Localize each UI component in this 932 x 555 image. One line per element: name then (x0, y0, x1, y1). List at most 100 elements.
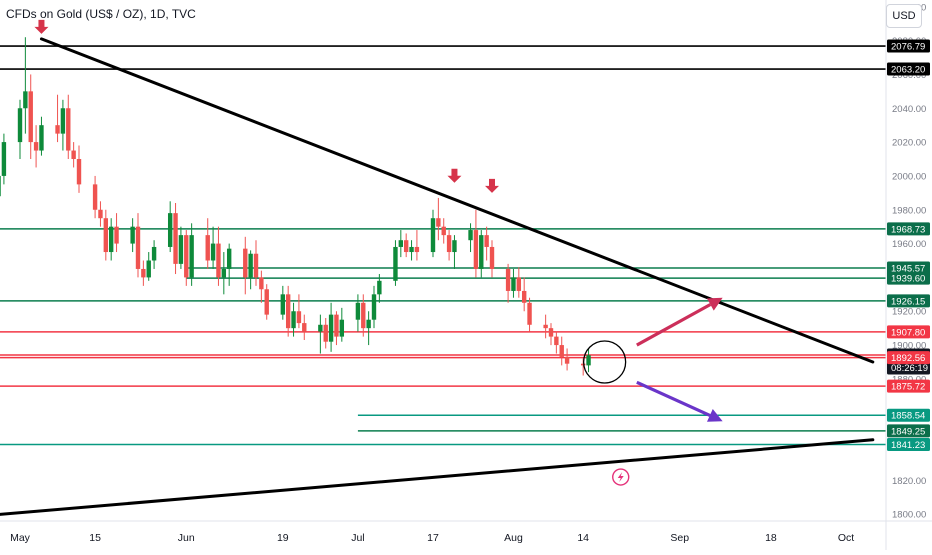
candle-body[interactable] (296, 311, 302, 324)
candle-body[interactable] (543, 324, 548, 329)
candle-body[interactable] (259, 277, 264, 290)
candle-body[interactable] (334, 314, 339, 337)
candle-body[interactable] (554, 336, 559, 346)
candle-body[interactable] (403, 240, 409, 253)
candle-body[interactable] (371, 294, 377, 320)
candle-body[interactable] (28, 91, 33, 143)
candle-body[interactable] (76, 159, 82, 185)
candle-body[interactable] (564, 356, 570, 364)
candle-body[interactable] (146, 260, 151, 278)
candle-body[interactable] (527, 302, 532, 325)
candle-body[interactable] (178, 235, 184, 264)
down-arrow-icon[interactable] (34, 19, 49, 34)
candle-body[interactable] (339, 319, 345, 337)
x-tick-label: Oct (838, 532, 854, 544)
highlight-circle[interactable] (582, 340, 627, 384)
candle-body[interactable] (33, 142, 39, 151)
candle-body[interactable] (409, 246, 414, 253)
candle-body[interactable] (60, 108, 66, 134)
currency-button[interactable]: USD (886, 4, 922, 28)
candle-body[interactable] (548, 328, 554, 337)
candle-body[interactable] (248, 253, 253, 278)
candle-body[interactable] (398, 240, 404, 247)
x-tick-label: May (10, 532, 31, 544)
candle-body[interactable] (479, 235, 484, 269)
candle-body[interactable] (114, 226, 119, 244)
candle-body[interactable] (189, 235, 194, 278)
candle-body[interactable] (243, 248, 248, 278)
price-label-box (887, 325, 930, 339)
candle-body[interactable] (141, 268, 146, 278)
candle-body[interactable] (452, 240, 457, 253)
price-label: 1875.72 (891, 382, 925, 393)
arrow-up-right-icon[interactable] (706, 297, 723, 311)
candle-body[interactable] (355, 302, 361, 320)
candle-body[interactable] (108, 226, 114, 253)
ascending-trendline[interactable] (0, 438, 875, 516)
y-tick-label: 1980.00 (892, 205, 926, 216)
candle-body[interactable] (135, 226, 141, 269)
candle-body[interactable] (17, 108, 23, 143)
candle-body[interactable] (130, 226, 135, 244)
candle-body[interactable] (302, 323, 307, 332)
candle-body[interactable] (210, 243, 216, 261)
candle-body[interactable] (205, 235, 210, 261)
candle-body[interactable] (441, 226, 446, 236)
candle-body[interactable] (511, 277, 516, 291)
candle-body[interactable] (366, 319, 371, 329)
candle-body[interactable] (184, 235, 189, 278)
candle-body[interactable] (436, 218, 441, 227)
candle-body[interactable] (66, 108, 71, 151)
down-arrow-icon[interactable] (447, 168, 462, 183)
candle-body[interactable] (468, 230, 473, 241)
candle-body[interactable] (521, 290, 527, 303)
candle-body[interactable] (430, 218, 436, 253)
arrow-down-right-icon[interactable] (706, 409, 723, 422)
candle-body[interactable] (377, 280, 382, 295)
candle-body[interactable] (23, 91, 28, 109)
candle-body[interactable] (285, 294, 291, 329)
candle-body[interactable] (226, 248, 232, 269)
candle-body[interactable] (216, 243, 221, 278)
candle-body[interactable] (484, 235, 489, 247)
candle-body[interactable] (393, 246, 398, 281)
candle-body[interactable] (71, 150, 76, 160)
candle-body[interactable] (221, 268, 227, 278)
y-tick-label: 1900.00 (892, 341, 926, 352)
candle-body[interactable] (39, 125, 44, 151)
candle-body[interactable] (446, 235, 452, 253)
candle-body[interactable] (505, 268, 511, 291)
descending-trendline[interactable] (39, 37, 875, 364)
x-tick-label: 14 (577, 532, 589, 544)
candle-body[interactable] (253, 253, 259, 278)
candle-body[interactable] (264, 289, 269, 315)
candle-body[interactable] (173, 213, 178, 264)
candle-body[interactable] (280, 294, 286, 315)
candle-body[interactable] (1, 142, 7, 176)
price-label-box (887, 261, 930, 275)
x-tick-label: Aug (504, 532, 523, 544)
down-arrow-icon[interactable] (485, 178, 499, 193)
price-label: 1926.15 (891, 296, 925, 307)
candle-body[interactable] (516, 277, 522, 291)
candle-body[interactable] (473, 230, 479, 269)
candle-body[interactable] (167, 213, 173, 247)
candle-body[interactable] (414, 246, 420, 253)
candle-body[interactable] (323, 324, 328, 342)
candle-body[interactable] (328, 314, 334, 342)
candle-body[interactable] (586, 355, 591, 366)
candle-body[interactable] (0, 175, 1, 197)
candle-body[interactable] (103, 218, 109, 253)
candle-body[interactable] (291, 311, 296, 329)
candle-body[interactable] (151, 246, 157, 261)
candle-body[interactable] (98, 209, 103, 219)
candle-body[interactable] (489, 246, 495, 269)
candle-body[interactable] (318, 324, 323, 332)
candle-body[interactable] (92, 184, 98, 210)
candle-body[interactable] (55, 125, 60, 134)
y-tick-label: 2020.00 (892, 138, 926, 149)
candle-body[interactable] (559, 345, 564, 357)
candle-body[interactable] (361, 302, 366, 329)
